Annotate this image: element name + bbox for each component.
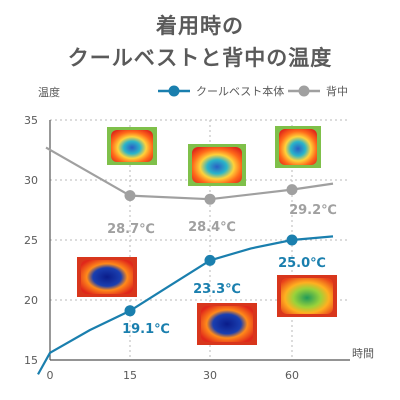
data-label-1-0: 28.7℃ — [107, 222, 155, 237]
data-label-1-2: 29.2℃ — [289, 203, 337, 218]
thermal-back-15-heat — [111, 130, 153, 162]
x-tick-60: 60 — [285, 369, 299, 382]
legend-marker-1 — [298, 85, 310, 97]
x-tick-15: 15 — [123, 369, 137, 382]
thermal-back-30 — [188, 144, 246, 186]
data-label-0-1: 23.3℃ — [193, 282, 241, 297]
legend-marker-0 — [168, 85, 180, 97]
y-axis-label: 温度 — [38, 85, 60, 99]
thermal-vest-15-heat — [81, 260, 133, 294]
chart-title-line-1: 着用時の — [156, 14, 244, 38]
series-0-point-15 — [124, 305, 136, 317]
series-0-point-60 — [286, 234, 298, 246]
y-tick-30: 30 — [24, 174, 38, 187]
thermal-vest-60-heat — [281, 278, 333, 314]
legend-label-0: クールベスト本体 — [196, 84, 284, 98]
series-1-point-15 — [124, 190, 136, 202]
thermal-vest-60 — [277, 275, 337, 317]
thermal-back-15 — [107, 127, 157, 165]
series-line-0 — [37, 235, 334, 375]
x-tick-0: 0 — [47, 369, 54, 382]
legend-label-1: 背中 — [326, 84, 348, 98]
x-axis-label: 時間 — [352, 347, 374, 360]
data-label-0-0: 19.1℃ — [122, 322, 170, 337]
series-1-point-30 — [204, 193, 216, 205]
series-1-point-60 — [286, 184, 298, 196]
series-0-point-30 — [204, 254, 216, 266]
y-tick-25: 25 — [24, 234, 38, 247]
thermal-back-30-heat — [192, 147, 242, 183]
thermal-vest-30-heat — [201, 306, 253, 342]
data-label-0-2: 25.0℃ — [278, 256, 326, 271]
data-label-1-1: 28.4℃ — [188, 220, 236, 235]
y-tick-15: 15 — [24, 354, 38, 367]
chart-title-line-2: クールベストと背中の温度 — [67, 46, 333, 70]
x-tick-30: 30 — [203, 369, 217, 382]
thermal-vest-30 — [197, 303, 257, 345]
thermal-back-60-heat — [279, 129, 317, 165]
y-tick-35: 35 — [24, 114, 38, 127]
thermal-vest-15 — [77, 257, 137, 297]
thermal-back-60 — [275, 126, 321, 168]
y-tick-20: 20 — [24, 294, 38, 307]
